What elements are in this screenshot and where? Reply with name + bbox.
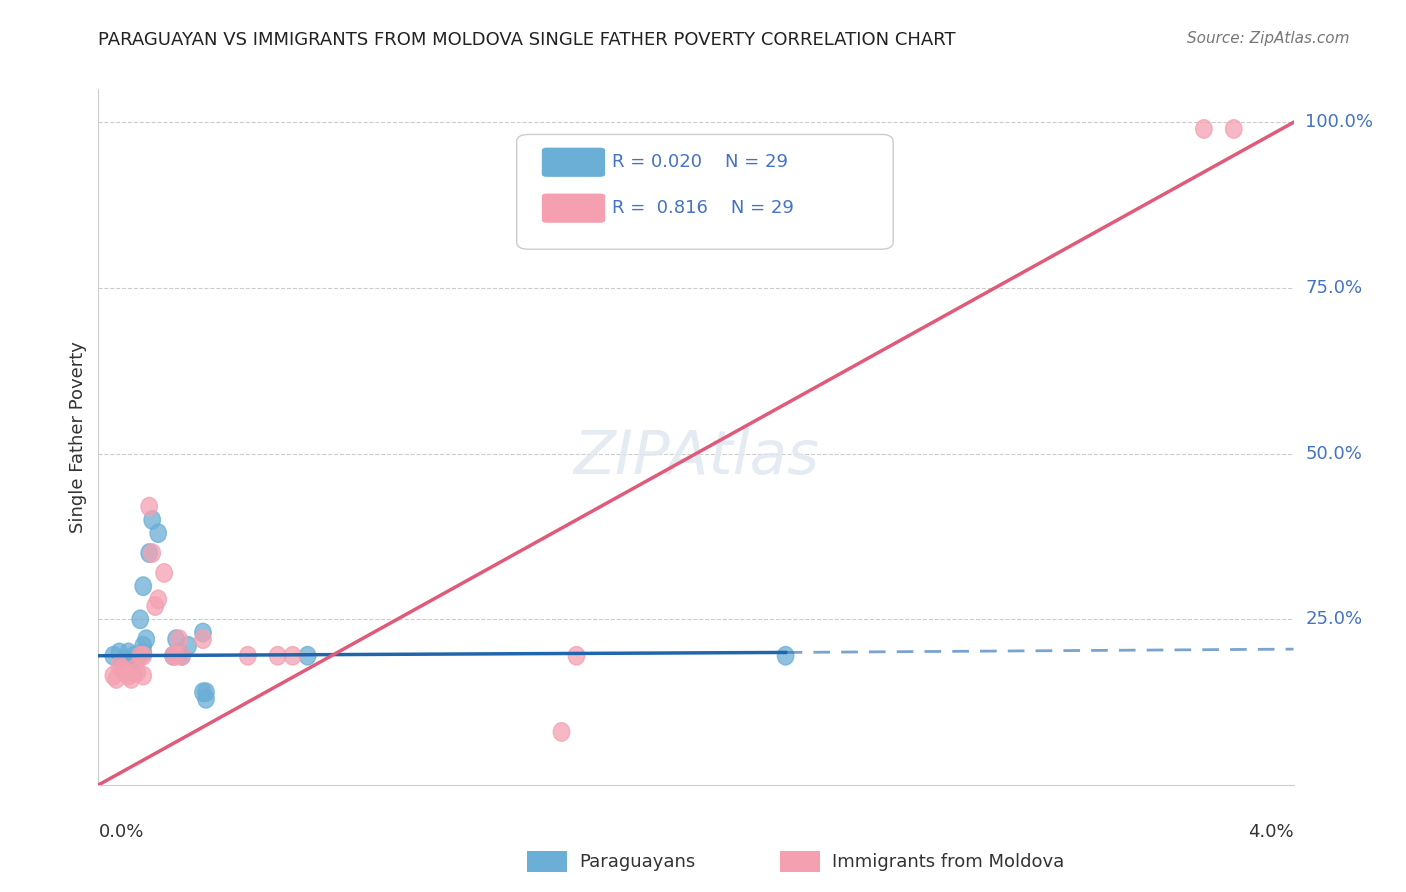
Text: Immigrants from Moldova: Immigrants from Moldova	[832, 853, 1064, 871]
Ellipse shape	[198, 690, 214, 708]
Ellipse shape	[105, 666, 121, 685]
Ellipse shape	[150, 524, 166, 542]
Ellipse shape	[172, 643, 187, 662]
Ellipse shape	[284, 647, 301, 665]
Ellipse shape	[174, 647, 190, 665]
Ellipse shape	[195, 630, 211, 648]
Ellipse shape	[174, 647, 190, 665]
Ellipse shape	[568, 647, 585, 665]
Ellipse shape	[165, 647, 181, 665]
Ellipse shape	[299, 647, 316, 665]
Ellipse shape	[120, 643, 136, 662]
Ellipse shape	[143, 510, 160, 529]
Ellipse shape	[120, 660, 136, 678]
Ellipse shape	[129, 649, 145, 668]
Ellipse shape	[239, 647, 256, 665]
Ellipse shape	[105, 647, 121, 665]
Ellipse shape	[117, 663, 134, 681]
Text: Source: ZipAtlas.com: Source: ZipAtlas.com	[1187, 31, 1350, 46]
Ellipse shape	[554, 723, 569, 741]
Ellipse shape	[141, 498, 157, 516]
Ellipse shape	[195, 624, 211, 642]
Ellipse shape	[156, 564, 173, 582]
FancyBboxPatch shape	[517, 135, 893, 249]
Ellipse shape	[120, 666, 136, 685]
Ellipse shape	[143, 544, 160, 562]
Ellipse shape	[114, 660, 131, 678]
Ellipse shape	[148, 597, 163, 615]
Ellipse shape	[135, 637, 152, 655]
Ellipse shape	[132, 610, 149, 629]
Ellipse shape	[135, 647, 152, 665]
Text: 75.0%: 75.0%	[1305, 279, 1362, 297]
Ellipse shape	[180, 637, 197, 655]
Ellipse shape	[135, 577, 152, 596]
Ellipse shape	[141, 544, 157, 562]
Ellipse shape	[124, 653, 139, 672]
Ellipse shape	[127, 660, 142, 678]
Ellipse shape	[135, 666, 152, 685]
Ellipse shape	[127, 647, 142, 665]
Ellipse shape	[111, 657, 128, 675]
Text: ZIPAtlas: ZIPAtlas	[574, 428, 818, 487]
Text: R =  0.816    N = 29: R = 0.816 N = 29	[612, 199, 794, 217]
Ellipse shape	[150, 591, 166, 608]
Text: Paraguayans: Paraguayans	[579, 853, 696, 871]
Ellipse shape	[129, 663, 145, 681]
Ellipse shape	[778, 647, 794, 665]
Text: 25.0%: 25.0%	[1305, 610, 1362, 628]
Ellipse shape	[195, 683, 211, 701]
Text: 50.0%: 50.0%	[1305, 444, 1362, 463]
Y-axis label: Single Father Poverty: Single Father Poverty	[69, 341, 87, 533]
FancyBboxPatch shape	[541, 194, 605, 223]
Ellipse shape	[111, 643, 128, 662]
Text: R = 0.020    N = 29: R = 0.020 N = 29	[612, 153, 789, 171]
Ellipse shape	[132, 647, 149, 665]
Ellipse shape	[270, 647, 285, 665]
Ellipse shape	[127, 663, 142, 681]
Ellipse shape	[108, 670, 125, 689]
Ellipse shape	[138, 630, 155, 648]
Ellipse shape	[167, 630, 184, 648]
Text: 0.0%: 0.0%	[98, 823, 143, 841]
Ellipse shape	[165, 647, 181, 665]
Ellipse shape	[1226, 120, 1241, 138]
Ellipse shape	[114, 653, 131, 672]
Ellipse shape	[1195, 120, 1212, 138]
Text: 4.0%: 4.0%	[1249, 823, 1294, 841]
Ellipse shape	[124, 670, 139, 689]
Ellipse shape	[198, 683, 214, 701]
FancyBboxPatch shape	[541, 148, 605, 177]
Ellipse shape	[117, 649, 134, 668]
Text: PARAGUAYAN VS IMMIGRANTS FROM MOLDOVA SINGLE FATHER POVERTY CORRELATION CHART: PARAGUAYAN VS IMMIGRANTS FROM MOLDOVA SI…	[98, 31, 956, 49]
Text: 100.0%: 100.0%	[1305, 113, 1374, 131]
Ellipse shape	[167, 647, 184, 665]
Ellipse shape	[135, 643, 152, 662]
Ellipse shape	[172, 630, 187, 648]
